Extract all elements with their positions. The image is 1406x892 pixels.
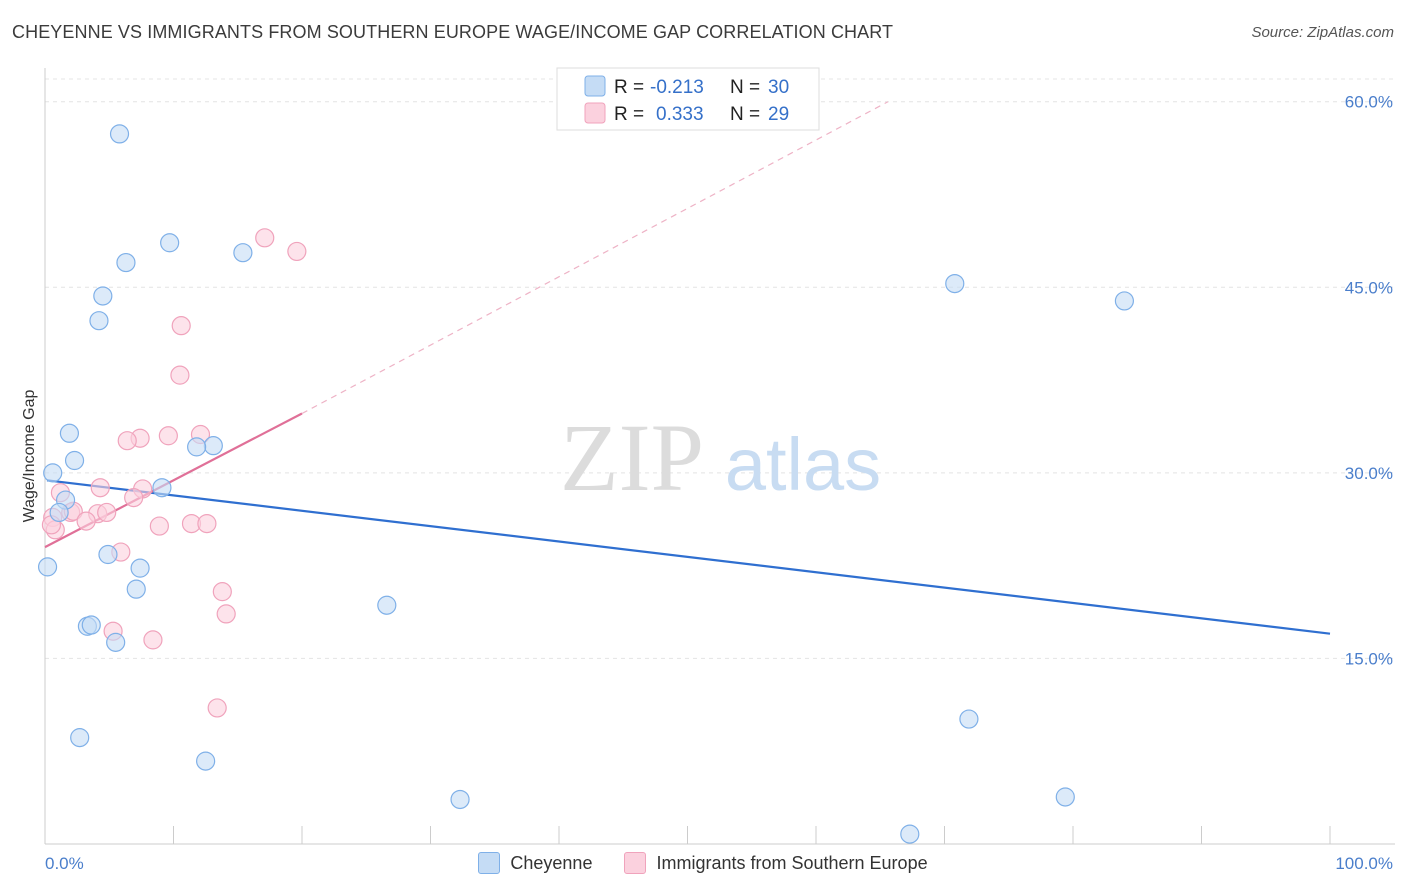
point-cheyenne-21 [81,615,101,635]
point-cheyenne-16 [98,544,118,565]
legend-swatch-cheyenne [584,75,606,97]
y-tick-label-3: 60.0% [1345,93,1393,112]
point-immigrants-19 [197,513,217,534]
point-immigrants-24 [216,604,236,624]
point-immigrants-26 [143,630,163,650]
legend-n-label-2: N = [730,104,760,125]
point-cheyenne-10 [187,437,207,457]
series-legend: Cheyenne Immigrants from Southern Europe [0,852,1406,874]
legend-n-value-1: 30 [768,77,789,98]
watermark-zip: ZIP [560,404,704,511]
tick-labels: 15.0% 30.0% 45.0% 60.0% 0.0% 100.0% [45,93,1393,873]
legend-n-value-2: 29 [768,104,789,125]
point-cheyenne-11 [64,450,85,471]
point-immigrants-3 [170,365,190,385]
watermark-atlas: atlas [725,423,881,506]
swatch-immigrants [624,852,647,874]
data-points [37,124,1135,844]
point-cheyenne-2 [116,252,136,273]
point-cheyenne-3 [233,243,253,263]
point-immigrants-27 [207,698,227,718]
point-cheyenne-13 [152,478,172,498]
point-cheyenne-24 [70,728,90,748]
point-immigrants-23 [212,582,232,602]
point-cheyenne-1 [160,233,180,253]
point-immigrants-15 [97,502,117,523]
point-cheyenne-6 [945,273,965,294]
point-immigrants-16 [76,511,96,531]
point-cheyenne-8 [59,423,80,443]
trend-lines [44,101,1331,635]
legend-label-cheyenne: Cheyenne [510,852,593,873]
point-immigrants-6 [117,431,137,451]
y-tick-label-1: 30.0% [1345,464,1393,483]
stats-legend: R = -0.213 N = 30 R = 0.333 N = 29 [556,67,820,131]
point-immigrants-8 [90,478,110,498]
y-tick-label-2: 45.0% [1345,278,1393,297]
source-label: Source: ZipAtlas.com [1251,24,1394,41]
point-cheyenne-9 [203,436,223,456]
watermark: ZIP atlas [560,404,881,511]
legend-item-cheyenne: Cheyenne [478,852,592,874]
point-cheyenne-25 [196,751,216,771]
point-cheyenne-18 [126,579,146,599]
point-cheyenne-29 [900,824,920,844]
trend-line-cheyenne [46,479,1331,635]
point-immigrants-7 [158,426,178,446]
point-cheyenne-23 [37,557,58,577]
point-cheyenne-5 [89,311,109,331]
point-immigrants-0 [255,228,275,248]
point-cheyenne-0 [109,124,130,144]
point-cheyenne-4 [93,286,113,306]
point-immigrants-1 [287,241,307,262]
point-immigrants-11 [124,488,144,508]
legend-r-label-2: R = [614,104,644,125]
point-immigrants-2 [171,316,191,336]
point-immigrants-20 [149,516,169,536]
swatch-cheyenne [478,852,501,874]
point-cheyenne-27 [450,789,470,810]
x-tick-label-0: 0.0% [45,854,84,873]
legend-n-label-1: N = [730,77,760,98]
y-tick-label-0: 15.0% [1345,649,1393,668]
gridlines [45,78,1395,659]
y-axis-label: Wage/Income Gap [21,390,38,523]
trend-line-immigrants-extension [301,101,889,415]
point-cheyenne-28 [1055,787,1075,807]
point-cheyenne-22 [106,632,126,652]
axes [44,68,1395,845]
point-cheyenne-26 [959,709,979,729]
point-cheyenne-19 [377,595,397,615]
legend-item-immigrants: Immigrants from Southern Europe [624,852,928,874]
legend-r-value-1: -0.213 [650,77,704,98]
legend-label-immigrants: Immigrants from Southern Europe [656,852,928,873]
legend-swatch-immigrants [584,102,606,124]
point-cheyenne-7 [1114,291,1135,311]
legend-r-value-2: 0.333 [656,104,704,125]
x-tick-label-1: 100.0% [1335,854,1393,873]
chart-title: CHEYENNE VS IMMIGRANTS FROM SOUTHERN EUR… [12,22,894,42]
legend-r-label-1: R = [614,77,644,98]
point-cheyenne-17 [130,558,150,578]
point-cheyenne-15 [49,502,69,523]
point-cheyenne-12 [43,463,63,483]
